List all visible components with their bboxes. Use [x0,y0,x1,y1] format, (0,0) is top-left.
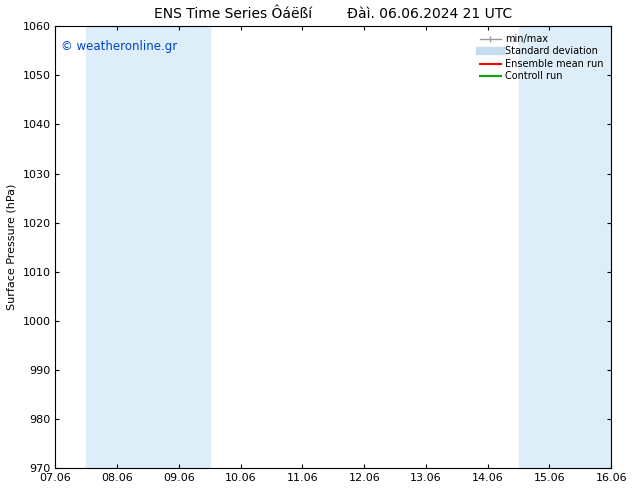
Bar [519,26,580,468]
Text: © weatheronline.gr: © weatheronline.gr [61,40,178,52]
Bar [86,26,148,468]
Bar [148,26,210,468]
Title: ENS Time Series Ôáëßí        Đàì. 06.06.2024 21 UTC: ENS Time Series Ôáëßí Đàì. 06.06.2024 21… [154,7,512,21]
Legend: min/max, Standard deviation, Ensemble mean run, Controll run: min/max, Standard deviation, Ensemble me… [477,31,606,84]
Bar [580,26,634,468]
Y-axis label: Surface Pressure (hPa): Surface Pressure (hPa) [7,184,17,311]
